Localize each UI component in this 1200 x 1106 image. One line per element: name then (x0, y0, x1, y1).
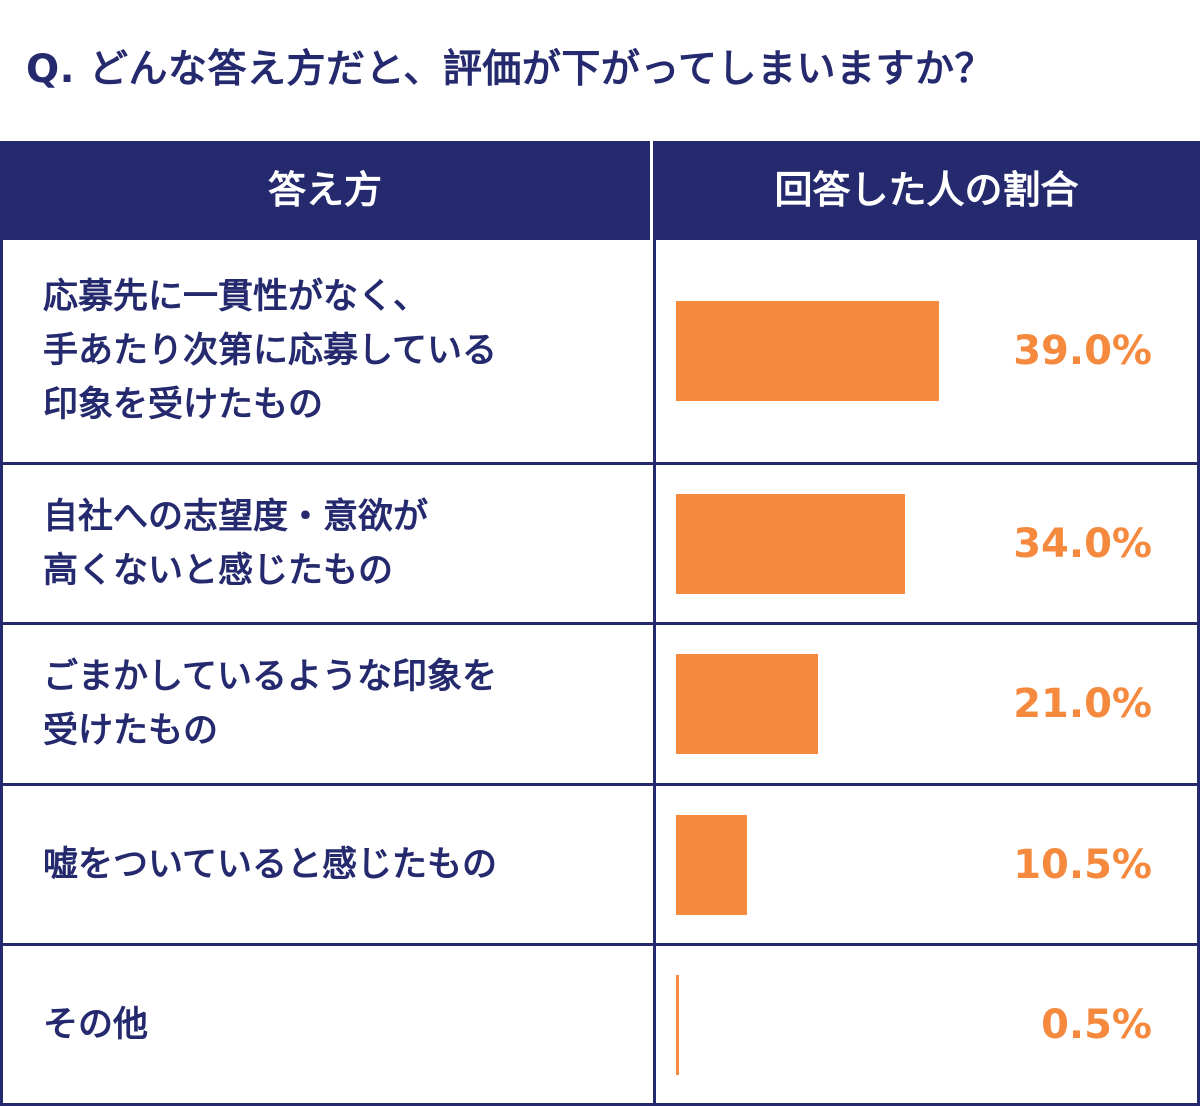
percentage-label: 39.0% (1013, 328, 1152, 374)
table-body: 応募先に一貫性がなく、 手あたり次第に応募している 印象を受けたもの 39.0% 自… (0, 240, 1200, 1106)
answer-label: ごまかしているような印象を 受けたもの (43, 657, 497, 751)
results-table: 答え方 回答した人の割合 応募先に一貫性がなく、 手あたり次第に応募している 印… (0, 141, 1200, 1106)
table-row: ごまかしているような印象を 受けたもの 21.0% (3, 625, 1197, 786)
question-text: どんな答え方だと、評価が下がってしまいますか？ (88, 47, 994, 92)
percentage-bar (676, 493, 906, 594)
table-row: 嘘をついていると感じたもの 10.5% (3, 786, 1197, 946)
percentage-label: 10.5% (1013, 841, 1152, 888)
percentage-bar (676, 814, 747, 915)
table-row: 自社への志望度・意欲が 高くないと感じたもの 34.0% (3, 465, 1197, 625)
table-row: その他 0.5% (3, 946, 1197, 1103)
question-title: Q. どんな答え方だと、評価が下がってしまいますか？ (26, 38, 994, 94)
table-header: 答え方 回答した人の割合 (0, 141, 1200, 240)
answer-label: 自社への志望度・意欲が 高くないと感じたもの (43, 496, 429, 591)
answer-label: その他 (43, 1004, 149, 1045)
column-divider (653, 625, 656, 783)
header-answer-type: 答え方 (267, 168, 382, 212)
percentage-bar (676, 301, 939, 401)
percentage-label: 21.0% (1013, 681, 1152, 727)
answer-label: 嘘をついていると感じたもの (43, 844, 497, 885)
percentage-bar (676, 974, 680, 1075)
percentage-label: 0.5% (1041, 1001, 1152, 1048)
header-divider (650, 141, 653, 240)
answer-label: 応募先に一貫性がなく、 手あたり次第に応募している 印象を受けたもの (43, 277, 497, 425)
column-divider (653, 465, 656, 622)
column-divider (653, 240, 656, 462)
header-respondent-ratio: 回答した人の割合 (774, 168, 1079, 212)
percentage-bar (676, 654, 818, 754)
percentage-label: 34.0% (1013, 520, 1152, 567)
question-prefix: Q. (26, 47, 75, 92)
table-row: 応募先に一貫性がなく、 手あたり次第に応募している 印象を受けたもの 39.0% (3, 240, 1197, 465)
column-divider (653, 786, 656, 943)
column-divider (653, 946, 656, 1103)
